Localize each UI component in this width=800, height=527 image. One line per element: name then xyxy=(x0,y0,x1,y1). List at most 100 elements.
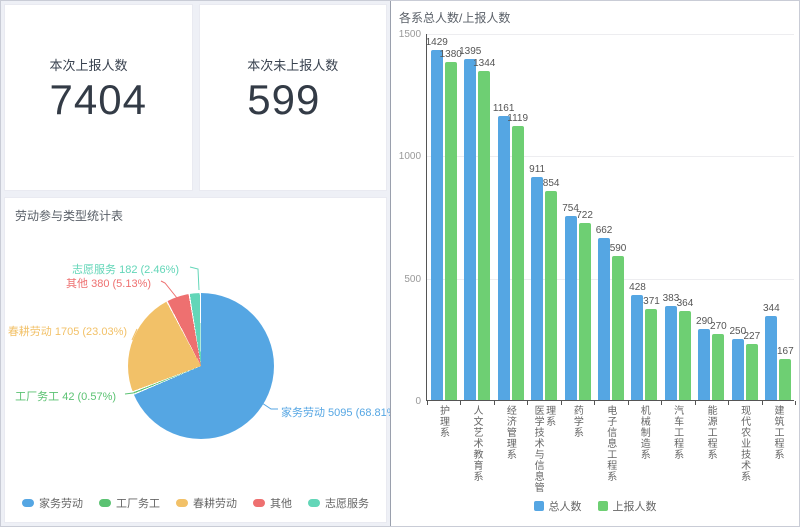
x-axis-tick xyxy=(493,401,495,405)
bar-value-label: 383 xyxy=(662,293,680,305)
x-axis-tick xyxy=(795,401,797,405)
x-axis-tick xyxy=(694,401,696,405)
bar-value-label: 1429 xyxy=(425,37,448,49)
bar-value-label: 911 xyxy=(529,164,546,176)
x-axis-category: 电子信息工程系 xyxy=(593,405,626,495)
x-axis-category: 药学系 xyxy=(560,405,593,495)
bar-panel-title: 各系总人数/上报人数 xyxy=(399,11,511,25)
pie-panel-title: 劳动参与类型统计表 xyxy=(15,209,124,223)
pie-chart: 家务劳动 5095 (68.81%) 工厂务工 42 (0.57%) 春耕劳动 17… xyxy=(5,198,400,522)
pie-circle[interactable] xyxy=(128,293,274,439)
bar-total[interactable] xyxy=(531,177,544,400)
x-axis-category-label: 建筑工程系 xyxy=(772,405,784,460)
stat-card-unreported-value: 599 xyxy=(247,76,321,123)
legend-swatch-icon xyxy=(22,499,35,507)
bar-reported[interactable] xyxy=(745,344,758,400)
x-axis-category-label: 经济管理系 xyxy=(504,405,516,460)
legend-label: 其他 xyxy=(270,498,293,510)
legend-label: 上报人数 xyxy=(612,501,657,513)
x-axis-category: 机械制造系 xyxy=(627,405,660,495)
bar-value-label: 1395 xyxy=(459,45,482,57)
bar-value-label: 227 xyxy=(743,331,761,343)
x-axis-category: 建筑工程系 xyxy=(761,405,794,495)
legend-item[interactable]: 其他 xyxy=(253,495,292,511)
x-axis-category-label: 护理系 xyxy=(437,405,449,438)
x-axis-category-label: 电子信息工程系 xyxy=(604,405,616,482)
legend-label: 工厂务工 xyxy=(116,498,161,510)
legend-swatch-icon xyxy=(597,501,608,511)
bar-value-label: 371 xyxy=(643,296,660,308)
gridline xyxy=(427,278,795,280)
x-axis-tick xyxy=(527,401,529,405)
legend-item[interactable]: 工厂务工 xyxy=(99,495,160,511)
pie-slice-label: 其他 380 (5.13%) xyxy=(66,278,152,290)
y-axis-tick-label: 0 xyxy=(415,396,422,407)
pie-slice-label: 志愿服务 182 (2.46%) xyxy=(72,264,180,276)
bar-total[interactable] xyxy=(598,238,611,400)
x-axis-tick xyxy=(661,401,663,405)
bar-reported[interactable] xyxy=(444,62,457,400)
stat-card-unreported: 本次未上报人数 599 xyxy=(198,4,388,191)
bar-total[interactable] xyxy=(564,215,577,400)
bar-value-label: 270 xyxy=(710,320,727,332)
bar-value-label: 662 xyxy=(595,225,613,237)
x-axis-category: 汽车工程系 xyxy=(660,405,693,495)
x-axis-category: 能源工程系 xyxy=(694,405,727,495)
bar-total[interactable] xyxy=(765,315,778,400)
bar-total[interactable] xyxy=(631,295,644,400)
x-axis-category: 现代农业技术系 xyxy=(727,405,760,495)
x-axis-category: 医学技术与信息管理系 xyxy=(526,405,559,495)
bar-value-label: 344 xyxy=(762,302,780,314)
bar-value-label: 290 xyxy=(696,316,713,328)
x-axis-labels: 护理系 人文艺术教育系 经济管理系 医学技术与信息管理系 药学系 电子信息工程系 机械制造系… xyxy=(426,405,794,495)
x-axis-tick xyxy=(560,401,562,405)
bar-reported[interactable] xyxy=(678,310,691,400)
y-axis-tick-label: 500 xyxy=(404,273,422,285)
bar-value-label: 854 xyxy=(542,178,560,190)
pie-legend: 家务劳动 工厂务工 春耕劳动 其他 志愿服务 xyxy=(5,495,386,511)
bar-reported[interactable] xyxy=(645,309,658,400)
bar-total[interactable] xyxy=(698,329,711,400)
bar-reported[interactable] xyxy=(712,333,725,400)
legend-item[interactable]: 家务劳动 xyxy=(22,495,83,511)
legend-swatch-icon xyxy=(99,499,112,507)
bar-total[interactable] xyxy=(664,306,677,400)
bar-total[interactable] xyxy=(731,338,744,400)
bar-value-label: 250 xyxy=(729,325,747,337)
legend-item[interactable]: 春耕劳动 xyxy=(176,495,237,511)
x-axis-category-label: 能源工程系 xyxy=(705,405,717,460)
bar-reported[interactable] xyxy=(478,71,491,400)
bar-chart-panel: 各系总人数/上报人数 0 500 1000 1500 1429 1380 1395 1344 1… xyxy=(390,1,799,526)
stat-card-reported-value: 7404 xyxy=(49,76,147,123)
bar-value-label: 1119 xyxy=(507,113,529,125)
bar-reported[interactable] xyxy=(612,255,625,400)
legend-label: 春耕劳动 xyxy=(193,498,238,510)
legend-swatch-icon xyxy=(308,499,321,507)
legend-item[interactable]: 上报人数 xyxy=(597,498,657,514)
bar-chart-plot: 0 500 1000 1500 1429 1380 1395 1344 1161 1119 911 8… xyxy=(399,29,797,407)
pie-slice-label: 家务劳动 5095 (68.81%) xyxy=(281,407,401,419)
bar-reported[interactable] xyxy=(779,359,792,400)
bar-reported[interactable] xyxy=(511,126,524,400)
bar-value-label: 428 xyxy=(629,282,646,294)
bar-legend: 总人数 上报人数 xyxy=(391,498,799,514)
x-axis-tick xyxy=(728,401,730,405)
x-axis-category: 经济管理系 xyxy=(493,405,526,495)
bar-reported[interactable] xyxy=(545,191,558,400)
bar-value-label: 167 xyxy=(776,346,794,358)
stat-cards-row: 本次上报人数 7404 本次未上报人数 599 xyxy=(4,4,388,191)
legend-item[interactable]: 志愿服务 xyxy=(308,495,369,511)
gridline xyxy=(427,34,795,35)
bar-value-label: 722 xyxy=(576,210,593,222)
legend-swatch-icon xyxy=(253,499,266,507)
bar-value-label: 1161 xyxy=(492,102,515,114)
bar-total[interactable] xyxy=(497,115,510,400)
bar-total[interactable] xyxy=(464,58,477,400)
bar-reported[interactable] xyxy=(578,223,591,400)
gridline xyxy=(427,156,795,158)
bar-total[interactable] xyxy=(430,50,443,400)
legend-item[interactable]: 总人数 xyxy=(533,498,582,514)
bar-value-label: 364 xyxy=(676,297,694,309)
x-axis-category-label: 药学系 xyxy=(571,405,583,438)
